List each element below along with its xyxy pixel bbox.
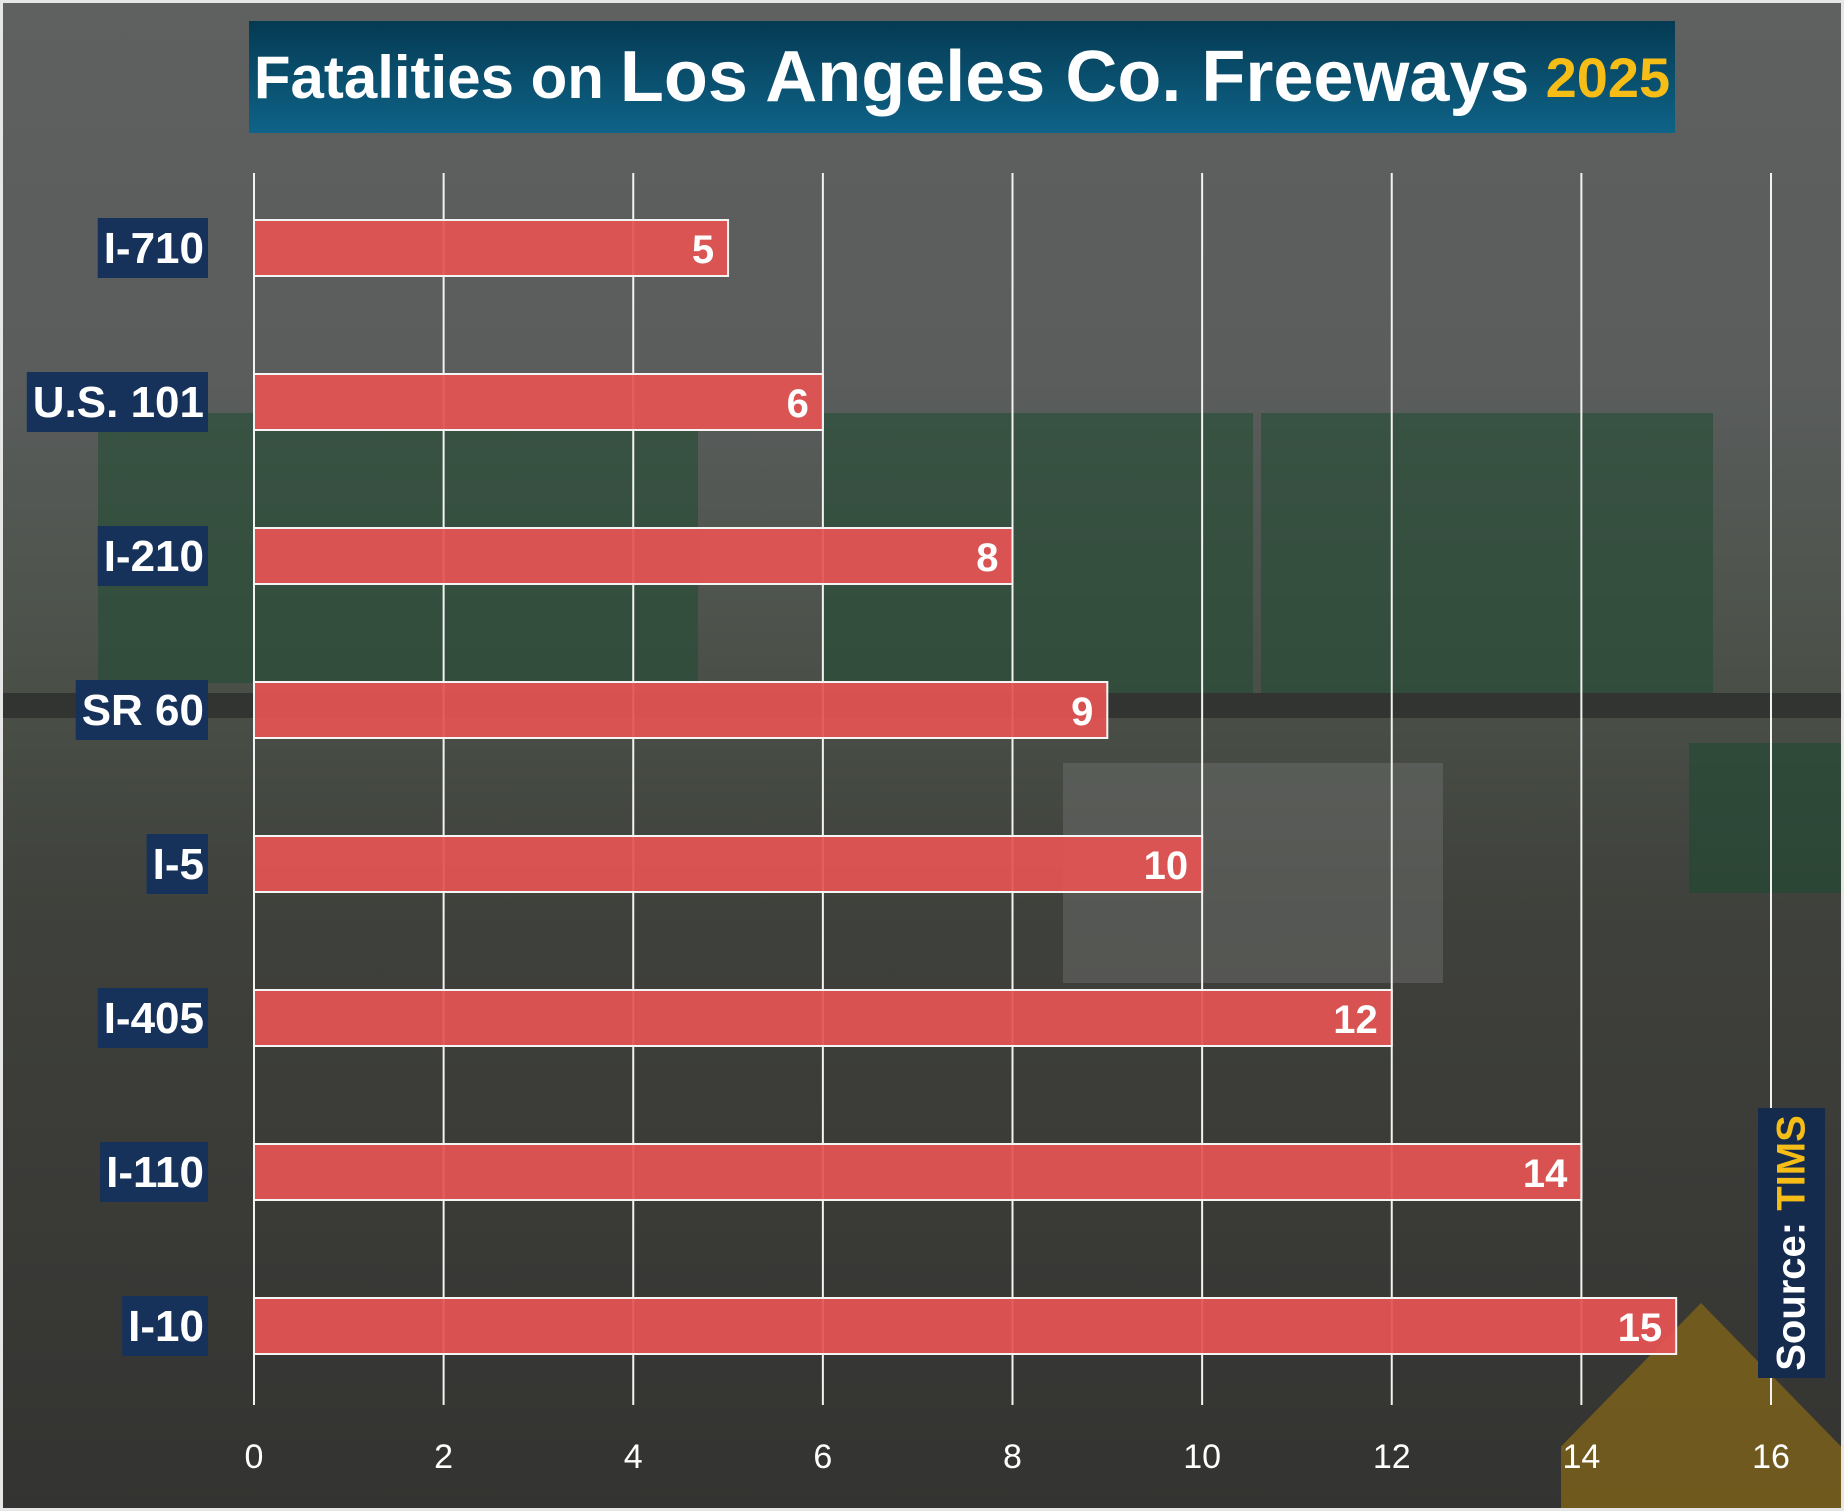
category-label-background <box>146 834 208 894</box>
data-label: 6 <box>787 382 809 426</box>
category-label: I-710 <box>104 224 204 273</box>
category-label: U.S. 101 <box>33 378 204 427</box>
category-label: SR 60 <box>82 686 204 735</box>
bar <box>253 219 730 277</box>
bar <box>253 527 1014 585</box>
data-label: 15 <box>1618 1306 1663 1350</box>
title-year: 2025 <box>1545 45 1671 109</box>
x-tick-label: 8 <box>1003 1438 1022 1476</box>
bar <box>253 1143 1583 1201</box>
x-tick-label: 0 <box>245 1438 264 1476</box>
data-label: 10 <box>1144 844 1189 888</box>
x-tick-label: 10 <box>1183 1438 1221 1476</box>
category-label: I-5 <box>153 840 204 889</box>
bar <box>253 373 824 431</box>
bar <box>253 681 1109 739</box>
data-label: 9 <box>1071 690 1093 734</box>
bar <box>253 1297 1678 1355</box>
x-tick-label: 6 <box>813 1438 832 1476</box>
chart-title: Fatalities on Los Angeles Co. Freeways 2… <box>249 21 1675 133</box>
category-label: I-210 <box>104 532 204 581</box>
category-label-background <box>75 680 208 740</box>
category-label-background <box>100 1142 208 1202</box>
background-sign <box>1261 413 1713 693</box>
background-sign <box>1689 743 1841 893</box>
x-tick-label: 4 <box>624 1438 643 1476</box>
bar <box>253 835 1204 893</box>
data-label: 5 <box>692 228 714 272</box>
x-tick-label: 12 <box>1373 1438 1411 1476</box>
category-label-background <box>97 218 208 278</box>
category-label: I-10 <box>128 1302 204 1351</box>
data-label: 14 <box>1523 1152 1568 1196</box>
data-label: 12 <box>1333 998 1378 1042</box>
title-part-1: Fatalities on <box>253 43 604 111</box>
source-name: TIMS <box>1769 1115 1813 1211</box>
category-label: I-405 <box>104 994 204 1043</box>
x-tick-label: 14 <box>1562 1438 1600 1476</box>
source-label: Source: TIMS <box>1758 1108 1825 1378</box>
x-tick-label: 2 <box>434 1438 453 1476</box>
source-prefix: Source: <box>1769 1221 1813 1371</box>
x-tick-label: 16 <box>1752 1438 1790 1476</box>
bar <box>253 989 1393 1047</box>
category-label-background <box>97 988 208 1048</box>
data-label: 8 <box>976 536 998 580</box>
category-label-background <box>97 526 208 586</box>
category-label-background <box>122 1296 208 1356</box>
title-part-2: Los Angeles Co. Freeways <box>619 37 1530 117</box>
category-label-background <box>26 372 208 432</box>
category-label: I-110 <box>106 1148 204 1197</box>
